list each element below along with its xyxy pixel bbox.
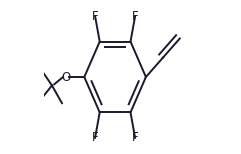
- Text: O: O: [61, 71, 70, 83]
- Text: F: F: [92, 131, 98, 144]
- Text: F: F: [132, 131, 138, 144]
- Text: F: F: [132, 10, 138, 23]
- Text: F: F: [92, 10, 98, 23]
